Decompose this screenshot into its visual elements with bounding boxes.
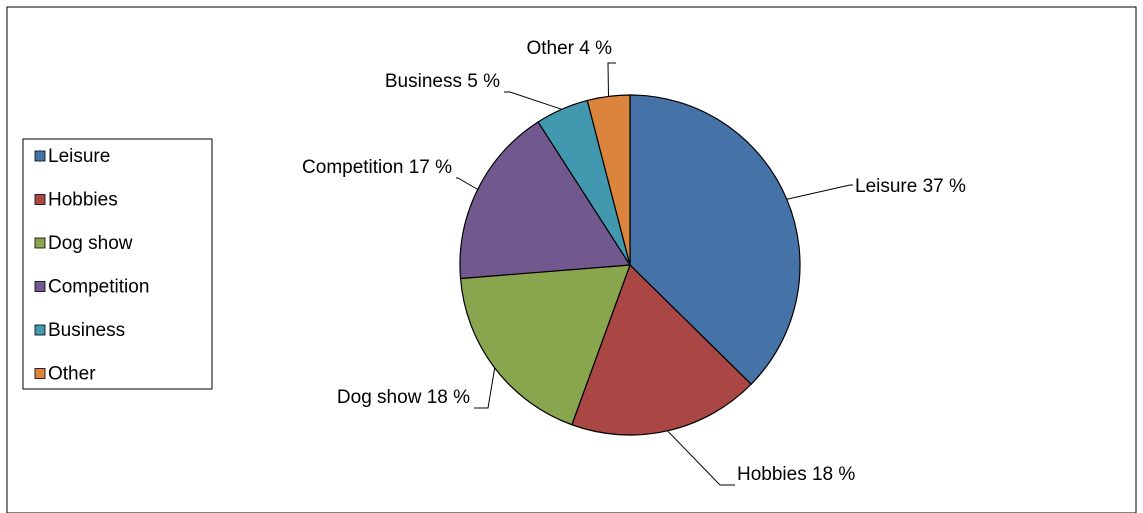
leader-line-other (607, 62, 616, 97)
legend-box (22, 138, 213, 390)
legend-swatch-dog-show (34, 237, 46, 249)
legend-label-competition: Competition (48, 277, 149, 298)
leader-line-competition (456, 177, 478, 190)
pie-slice-dog-show (459, 264, 631, 426)
data-label-other: Other 4 % (526, 38, 612, 59)
pie-slices (459, 94, 801, 436)
legend-swatch-hobbies (34, 194, 46, 205)
leader-line-business (504, 91, 562, 110)
leader-lines (456, 62, 853, 486)
leader-line-hobbies (667, 430, 735, 486)
leader-line-leisure (786, 184, 853, 200)
legend-label-other: Other (48, 364, 96, 385)
data-label-dog-show: Dog show 18 % (337, 387, 470, 408)
legend-swatch-other (34, 368, 46, 379)
legend-label-business: Business (48, 320, 125, 341)
data-label-competition: Competition 17 % (302, 157, 452, 178)
legend-label-dog-show: Dog show (48, 233, 133, 254)
data-label-business: Business 5 % (385, 71, 500, 92)
legend: Leisure Hobbies Dog show Competition Busines… (22, 138, 213, 390)
pie-slice-hobbies (571, 263, 753, 436)
pie-slice-leisure (629, 94, 801, 386)
data-labels: Leisure 37 % Hobbies 18 % Dog show 18 % Com… (302, 38, 966, 485)
data-label-hobbies: Hobbies 18 % (737, 464, 855, 485)
pie-slice-competition (459, 121, 632, 280)
legend-swatch-competition (34, 281, 46, 292)
leader-line-dog-show (474, 367, 496, 409)
legend-swatch-business (34, 324, 46, 336)
legend-label-leisure: Leisure (48, 146, 110, 167)
legend-swatch-leisure (34, 150, 46, 162)
legend-label-hobbies: Hobbies (48, 190, 118, 211)
data-label-leisure: Leisure 37 % (855, 176, 966, 197)
